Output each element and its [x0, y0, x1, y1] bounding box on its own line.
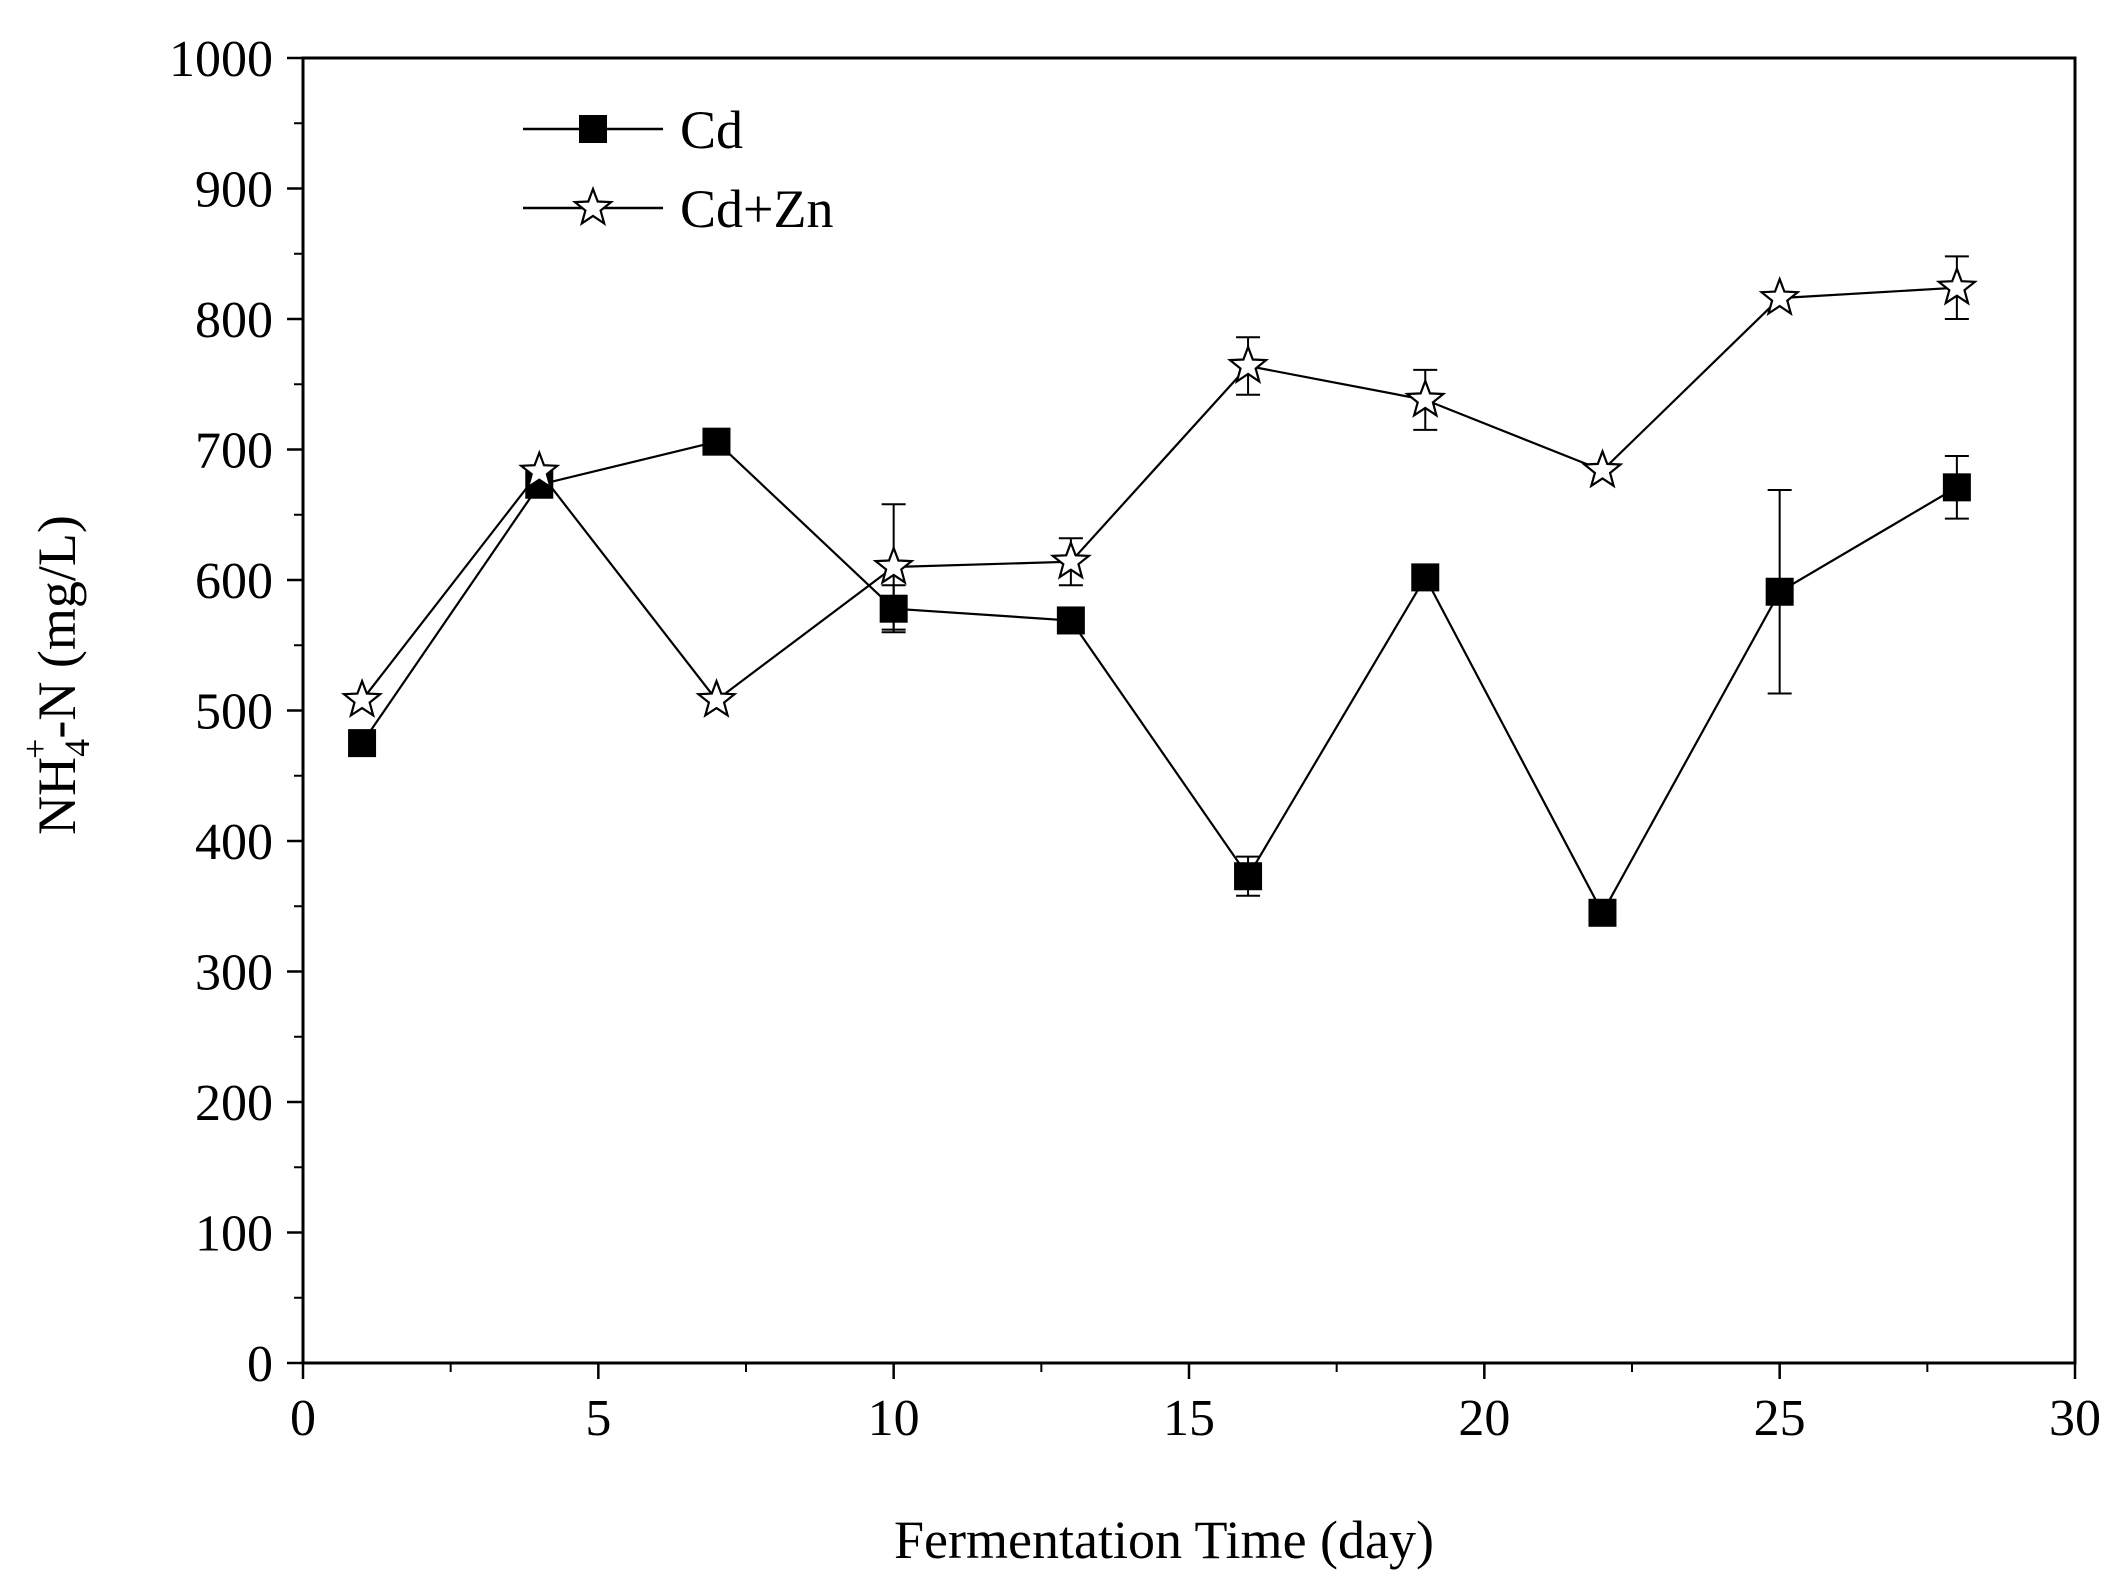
data-point — [1056, 606, 1085, 635]
y-tick-label: 500 — [195, 684, 273, 741]
x-tick-label: 5 — [585, 1390, 611, 1447]
legend-star-marker — [571, 185, 615, 226]
y-axis-title-sub: 4 — [57, 739, 97, 757]
y-axis: 0 100 200 300 400 500 600 700 800 900 1000 — [169, 31, 303, 1393]
data-point — [1227, 343, 1270, 384]
y-axis-title: NH4+-N (mg/L) — [15, 515, 97, 835]
y-tick-label: 700 — [195, 423, 273, 480]
y-tick-label: 0 — [247, 1336, 273, 1393]
plot-frame — [301, 56, 2077, 1365]
x-tick-label: 20 — [1458, 1390, 1510, 1447]
legend-label-cd: Cd — [680, 100, 743, 160]
data-point — [1942, 473, 1971, 502]
data-point — [1765, 577, 1794, 606]
y-tick-label: 1000 — [169, 31, 273, 88]
data-point — [695, 677, 738, 718]
data-point — [1234, 862, 1263, 891]
series-line — [361, 440, 1958, 916]
legend: Cd Cd+Zn — [523, 100, 833, 239]
y-tick-label: 900 — [195, 162, 273, 219]
y-axis-title-rest: -N (mg/L) — [27, 515, 87, 738]
data-point — [1588, 898, 1617, 927]
legend-item-cd: Cd — [523, 100, 743, 160]
x-tick-label: 15 — [1163, 1390, 1215, 1447]
data-point — [348, 729, 377, 758]
x-tick-label: 10 — [868, 1390, 920, 1447]
series-line — [361, 286, 1957, 702]
data-point — [1581, 448, 1624, 489]
y-axis-title-base: NH — [27, 757, 87, 835]
y-tick-label: 600 — [195, 553, 273, 610]
x-tick-label: 0 — [290, 1390, 316, 1447]
y-tick-label: 300 — [195, 945, 273, 1002]
legend-label-cd-zn: Cd+Zn — [680, 179, 833, 239]
legend-item-cd-zn: Cd+Zn — [523, 179, 833, 239]
series-cd — [348, 427, 1971, 927]
x-axis: 0 5 10 15 20 25 30 — [290, 1363, 2101, 1447]
x-tick-label: 30 — [2049, 1390, 2101, 1447]
legend-square-marker — [579, 115, 607, 143]
data-point — [1049, 539, 1092, 580]
y-tick-label: 400 — [195, 814, 273, 871]
data-point — [1411, 563, 1440, 592]
data-point — [702, 427, 731, 456]
data-point — [1935, 265, 1978, 306]
series-layer — [341, 255, 1978, 927]
data-point — [1758, 275, 1801, 317]
y-tick-label: 800 — [195, 292, 273, 349]
y-tick-label: 200 — [195, 1075, 273, 1132]
data-point — [518, 449, 561, 490]
y-tick-label: 100 — [195, 1206, 273, 1263]
data-point — [872, 544, 915, 585]
x-axis-title: Fermentation Time (day) — [894, 1510, 1434, 1570]
data-point — [1404, 377, 1447, 418]
plot-area — [301, 56, 2077, 1365]
x-tick-label: 25 — [1754, 1390, 1806, 1447]
series-cd-zn — [341, 255, 1978, 718]
y-axis-title-sup: + — [15, 739, 55, 759]
data-point — [341, 677, 384, 718]
